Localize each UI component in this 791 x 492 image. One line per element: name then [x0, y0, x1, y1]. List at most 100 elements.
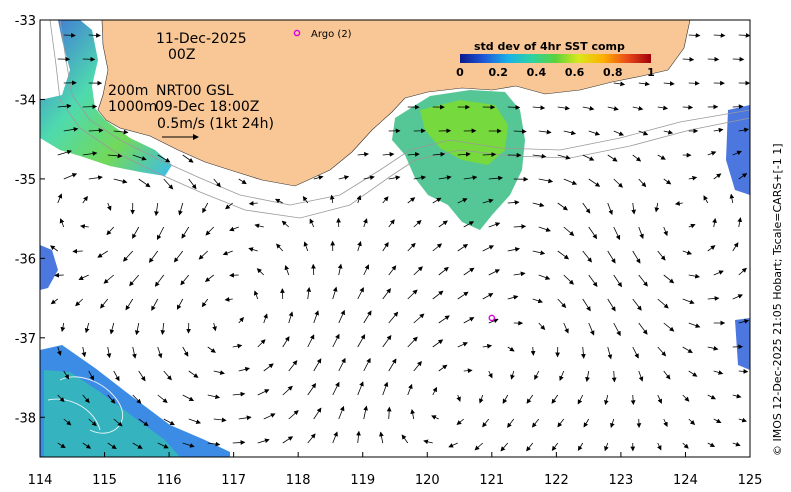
current-vector — [238, 178, 247, 185]
current-vector — [563, 130, 577, 136]
current-vector — [157, 394, 168, 403]
current-vector — [707, 345, 719, 351]
current-vector — [410, 408, 416, 420]
current-vector — [413, 175, 427, 181]
current-vector — [357, 287, 364, 300]
current-vector — [382, 196, 389, 204]
current-vector — [513, 224, 527, 229]
current-vector — [732, 393, 742, 399]
current-vector — [253, 290, 259, 300]
current-vector — [688, 322, 701, 328]
date-line-2: 00Z — [168, 47, 195, 63]
current-vector — [329, 194, 335, 204]
current-vector — [188, 178, 197, 190]
current-vector — [82, 151, 98, 156]
current-vector — [148, 250, 159, 263]
current-vector — [382, 334, 392, 348]
current-vector — [254, 223, 264, 229]
current-vector — [532, 298, 543, 304]
current-vector — [638, 370, 644, 382]
current-vector — [407, 242, 416, 252]
current-vector — [202, 202, 209, 214]
current-vector — [154, 274, 165, 287]
x-tick-label: 122 — [544, 473, 569, 488]
current-vector — [188, 370, 199, 378]
current-vector — [106, 346, 112, 359]
sst-patch-southwest-core — [44, 370, 180, 457]
current-vector — [713, 418, 722, 423]
current-vector — [382, 151, 395, 157]
current-vector — [163, 418, 175, 426]
current-vector — [532, 202, 545, 208]
x-tick-label: 119 — [350, 473, 375, 488]
current-vector — [388, 175, 401, 181]
current-vector — [507, 295, 519, 300]
current-vector — [57, 442, 66, 449]
current-vector — [538, 129, 552, 135]
current-vector — [138, 418, 149, 427]
current-vector — [182, 346, 189, 357]
current-vector — [432, 197, 442, 204]
current-vector — [238, 366, 251, 372]
current-vector — [632, 154, 642, 162]
current-vector — [103, 274, 115, 284]
current-vector — [382, 381, 389, 396]
analysis-time-label: 09-Dec 18:00Z — [155, 99, 259, 115]
current-vector — [682, 298, 695, 305]
current-vector — [482, 198, 494, 204]
current-vector — [160, 322, 166, 336]
current-vector — [256, 268, 265, 276]
scale-label: 0.5m/s (1kt 24h) — [157, 116, 274, 132]
y-axis: -33 -34 -35 -36 -37 -38 — [15, 14, 45, 426]
current-vector — [732, 242, 739, 252]
current-vector — [263, 413, 276, 420]
current-vector — [109, 322, 115, 335]
current-vector — [288, 360, 298, 372]
current-vector — [386, 406, 392, 420]
current-vector — [232, 440, 246, 445]
y-tick-label: -36 — [15, 252, 36, 267]
current-vector — [688, 80, 700, 86]
current-vector — [81, 346, 87, 358]
current-vector — [59, 218, 65, 228]
x-tick-label: 120 — [415, 473, 440, 488]
current-vector — [457, 198, 468, 204]
current-vector — [225, 202, 234, 210]
x-tick-label: 115 — [92, 473, 117, 488]
current-vector — [482, 245, 495, 252]
current-vector — [88, 128, 104, 133]
current-vector — [502, 394, 509, 404]
current-vector — [413, 313, 425, 324]
current-vector — [582, 298, 591, 312]
current-vector — [488, 175, 503, 181]
current-vector — [307, 433, 316, 444]
current-vector — [577, 394, 584, 405]
current-vector — [407, 151, 420, 157]
current-vector — [712, 217, 717, 228]
current-vector — [407, 197, 416, 204]
current-vector — [303, 241, 309, 252]
x-tick-label: 116 — [157, 473, 182, 488]
current-vector — [532, 153, 547, 159]
current-vector — [157, 226, 165, 241]
current-vector — [357, 381, 364, 396]
current-vector — [413, 360, 422, 372]
current-vector — [113, 129, 129, 135]
current-vector — [388, 265, 397, 276]
current-vector — [356, 430, 361, 444]
current-vector — [563, 178, 578, 185]
current-vector — [582, 106, 595, 111]
product-label: NRT00 GSL — [156, 83, 234, 99]
colorbar-ramp — [460, 54, 651, 63]
current-vector — [388, 311, 399, 324]
current-vector — [682, 250, 693, 255]
current-vector — [610, 418, 615, 429]
current-vector — [113, 178, 128, 184]
current-vector — [188, 418, 202, 424]
current-vector — [657, 105, 669, 111]
current-vector — [238, 316, 244, 324]
y-tick-label: -34 — [15, 93, 36, 108]
current-vector — [500, 442, 509, 452]
current-vector — [356, 194, 362, 204]
current-vector — [707, 56, 720, 62]
